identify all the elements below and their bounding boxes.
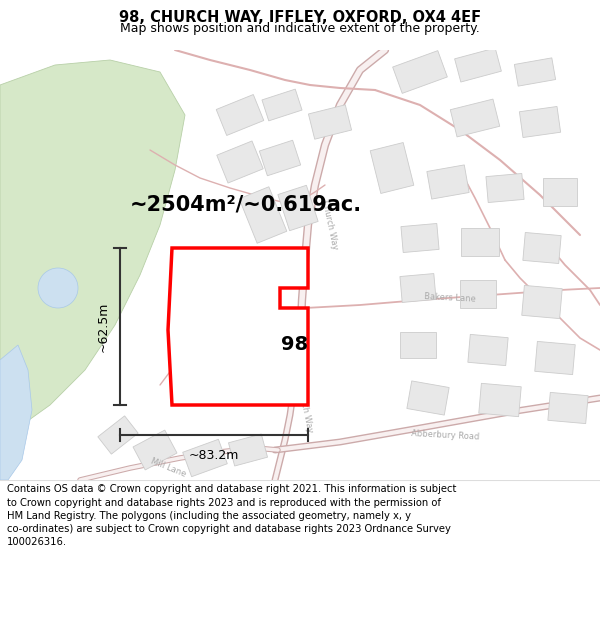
Bar [182, 439, 227, 477]
Bar [278, 185, 318, 231]
Text: ~62.5m: ~62.5m [97, 301, 110, 352]
Text: ~2504m²/~0.619ac.: ~2504m²/~0.619ac. [130, 195, 362, 215]
Text: Contains OS data © Crown copyright and database right 2021. This information is : Contains OS data © Crown copyright and d… [7, 484, 457, 547]
Bar [548, 392, 588, 424]
Bar [259, 140, 301, 176]
Bar [133, 430, 177, 470]
Bar [216, 94, 264, 136]
Bar [265, 253, 296, 277]
Bar [400, 332, 436, 358]
Bar [514, 58, 556, 86]
Text: ~83.2m: ~83.2m [189, 449, 239, 462]
Bar [479, 383, 521, 417]
Bar [262, 89, 302, 121]
Bar [370, 142, 414, 194]
Bar [486, 174, 524, 203]
Bar [461, 228, 499, 256]
Bar [427, 165, 469, 199]
Bar [239, 187, 287, 243]
Text: Church Way: Church Way [320, 199, 340, 251]
Text: Abberbury Road: Abberbury Road [410, 429, 479, 441]
Text: 98: 98 [281, 336, 308, 354]
Bar [392, 51, 448, 93]
Bar [98, 416, 138, 454]
Bar [229, 434, 268, 466]
Bar [468, 334, 508, 366]
Polygon shape [0, 60, 185, 445]
Bar [308, 105, 352, 139]
Bar [455, 48, 502, 82]
Bar [450, 99, 500, 137]
Bar [400, 274, 436, 302]
Bar [401, 224, 439, 253]
Bar [520, 106, 560, 138]
Bar [543, 178, 577, 206]
Bar [217, 141, 263, 183]
Text: Bakers Lane: Bakers Lane [424, 292, 476, 304]
Text: Church Way: Church Way [295, 382, 314, 434]
Bar [460, 280, 496, 308]
Bar [407, 381, 449, 415]
Polygon shape [0, 345, 32, 480]
Bar [535, 341, 575, 374]
Bar [523, 232, 561, 264]
Text: Map shows position and indicative extent of the property.: Map shows position and indicative extent… [120, 22, 480, 35]
Text: 98, CHURCH WAY, IFFLEY, OXFORD, OX4 4EF: 98, CHURCH WAY, IFFLEY, OXFORD, OX4 4EF [119, 10, 481, 25]
Text: Mill Lane: Mill Lane [149, 457, 187, 479]
Polygon shape [168, 248, 308, 405]
Circle shape [38, 268, 78, 308]
Bar [522, 286, 562, 319]
